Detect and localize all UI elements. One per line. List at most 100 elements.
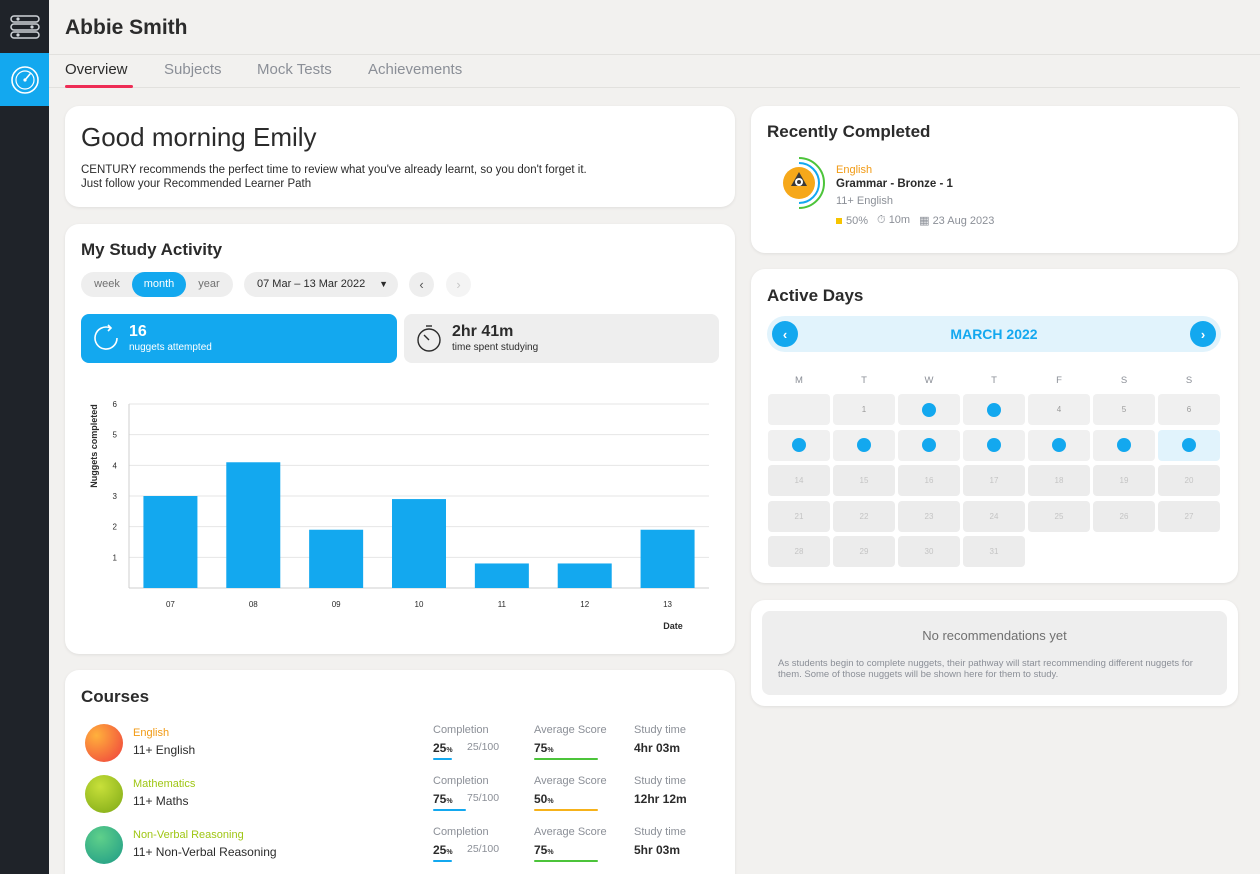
- gauge-icon: [10, 65, 39, 94]
- bar-08[interactable]: [226, 462, 281, 588]
- nuggets-count: 16: [129, 323, 147, 340]
- active-day-dot: [1052, 438, 1066, 452]
- previous-range-button[interactable]: ‹: [409, 272, 434, 297]
- bar-13[interactable]: [640, 529, 695, 588]
- tab-overview[interactable]: Overview: [65, 61, 128, 78]
- next-month-button[interactable]: ›: [1190, 321, 1216, 347]
- course-row[interactable]: English 11+ English Completion 25% 25/10…: [81, 722, 711, 766]
- page-header: Abbie Smith: [49, 0, 1260, 55]
- time-studying-label: time spent studying: [452, 342, 539, 353]
- y-axis-label: Nuggets completed: [89, 404, 99, 488]
- greeting-title: Good morning Emily: [81, 122, 317, 152]
- calendar-day[interactable]: [898, 394, 960, 425]
- calendar-day[interactable]: [898, 429, 960, 461]
- bar-11[interactable]: [474, 563, 529, 588]
- course-avatar-icon: [85, 826, 123, 864]
- dashboard-nav-button[interactable]: [0, 53, 49, 106]
- tab-mock-tests[interactable]: Mock Tests: [257, 61, 332, 78]
- calendar-day[interactable]: [963, 429, 1025, 461]
- x-tick-label: 09: [332, 600, 341, 609]
- calendar-day[interactable]: [963, 394, 1025, 425]
- study-time-value: 5hr 03m: [634, 843, 681, 857]
- average-score-label: Average Score: [534, 826, 607, 838]
- timer-icon: ⏱: [877, 214, 886, 226]
- course-row[interactable]: Non-Verbal Reasoning 11+ Non-Verbal Reas…: [81, 824, 711, 868]
- calendar-day[interactable]: 26: [1093, 500, 1155, 532]
- study-time-label: Study time: [634, 724, 686, 736]
- calendar-day[interactable]: [1028, 429, 1090, 461]
- calendar-day[interactable]: 29: [833, 536, 895, 567]
- recent-duration: 10m: [888, 214, 911, 226]
- bar-07[interactable]: [143, 496, 198, 588]
- course-name[interactable]: 11+ Non-Verbal Reasoning: [133, 845, 277, 859]
- calendar-day[interactable]: 27: [1158, 500, 1220, 532]
- calendar-day[interactable]: [1093, 429, 1155, 461]
- x-axis-label: Date: [663, 621, 683, 631]
- month-selector: ‹ MARCH 2022 ›: [767, 316, 1221, 352]
- study-time-value: 4hr 03m: [634, 741, 681, 755]
- calendar-day[interactable]: 21: [768, 500, 830, 532]
- calendar-day[interactable]: 17: [963, 465, 1025, 496]
- calendar-day[interactable]: 6: [1158, 394, 1220, 425]
- completion-value: 75%: [433, 792, 453, 806]
- average-score-label: Average Score: [534, 775, 607, 787]
- range-week-option[interactable]: week: [94, 278, 120, 290]
- range-year-option[interactable]: year: [198, 278, 220, 290]
- calendar-day[interactable]: 23: [898, 500, 960, 532]
- calendar-day[interactable]: [1158, 429, 1220, 461]
- calendar-day[interactable]: 16: [898, 465, 960, 496]
- calendar-day[interactable]: 20: [1158, 465, 1220, 496]
- calendar-day[interactable]: 4: [1028, 394, 1090, 425]
- calendar-day[interactable]: 28: [768, 536, 830, 567]
- course-row[interactable]: Mathematics 11+ Maths Completion 75% 75/…: [81, 773, 711, 817]
- study-activity-card: My Study Activity week month year 07 Mar…: [65, 224, 735, 654]
- bar-10[interactable]: [392, 499, 446, 588]
- calendar-day[interactable]: 25: [1028, 500, 1090, 532]
- calendar-day[interactable]: 31: [963, 536, 1025, 567]
- grammar-nugget-icon[interactable]: [779, 156, 829, 210]
- x-tick-label: 13: [663, 600, 672, 609]
- range-month-option[interactable]: month: [132, 272, 186, 297]
- calendar-day[interactable]: [833, 429, 895, 461]
- calendar-day[interactable]: 15: [833, 465, 895, 496]
- calendar-day[interactable]: [768, 429, 830, 461]
- caret-down-icon: ▼: [379, 279, 388, 289]
- completion-count: 25/100: [467, 741, 500, 753]
- learning-path-nav-button[interactable]: [0, 0, 49, 53]
- calendar-day[interactable]: 18: [1028, 465, 1090, 496]
- completion-value: 25%: [433, 741, 453, 755]
- user-name: Abbie Smith: [65, 16, 188, 39]
- bar-12[interactable]: [557, 563, 612, 588]
- bar-09[interactable]: [309, 529, 364, 588]
- greeting-card: Good morning Emily CENTURY recommends th…: [65, 106, 735, 207]
- calendar-day[interactable]: 22: [833, 500, 895, 532]
- y-tick-label: 5: [113, 431, 118, 440]
- recent-score: 50%: [846, 214, 869, 227]
- active-day-dot: [1117, 438, 1131, 452]
- calendar-day[interactable]: 24: [963, 500, 1025, 532]
- course-avatar-icon: [85, 775, 123, 813]
- chevron-left-icon: ‹: [419, 277, 424, 292]
- course-name[interactable]: 11+ Maths: [133, 794, 189, 808]
- path-icon: [9, 14, 40, 39]
- recently-completed-title: Recently Completed: [767, 122, 931, 141]
- calendar-day[interactable]: 1: [833, 394, 895, 425]
- tab-subjects[interactable]: Subjects: [164, 61, 222, 78]
- calendar-day[interactable]: 5: [1093, 394, 1155, 425]
- tab-achievements[interactable]: Achievements: [368, 61, 463, 78]
- active-day-dot: [922, 402, 936, 417]
- recent-nugget-title[interactable]: Grammar - Bronze - 1: [836, 178, 953, 190]
- previous-month-button[interactable]: ‹: [772, 321, 798, 347]
- study-activity-title: My Study Activity: [81, 240, 223, 259]
- course-name[interactable]: 11+ English: [133, 743, 196, 757]
- score-bar: [534, 860, 598, 862]
- calendar-day[interactable]: 19: [1093, 465, 1155, 496]
- course-subject: Mathematics: [133, 778, 196, 790]
- calendar-day[interactable]: 30: [898, 536, 960, 567]
- completion-label: Completion: [433, 826, 489, 838]
- date-range-dropdown[interactable]: 07 Mar – 13 Mar 2022 ▼: [244, 272, 398, 297]
- range-toggle: week month year: [81, 272, 233, 297]
- calendar-day[interactable]: 14: [768, 465, 830, 496]
- next-range-button[interactable]: ›: [446, 272, 471, 297]
- x-tick-label: 08: [249, 600, 258, 609]
